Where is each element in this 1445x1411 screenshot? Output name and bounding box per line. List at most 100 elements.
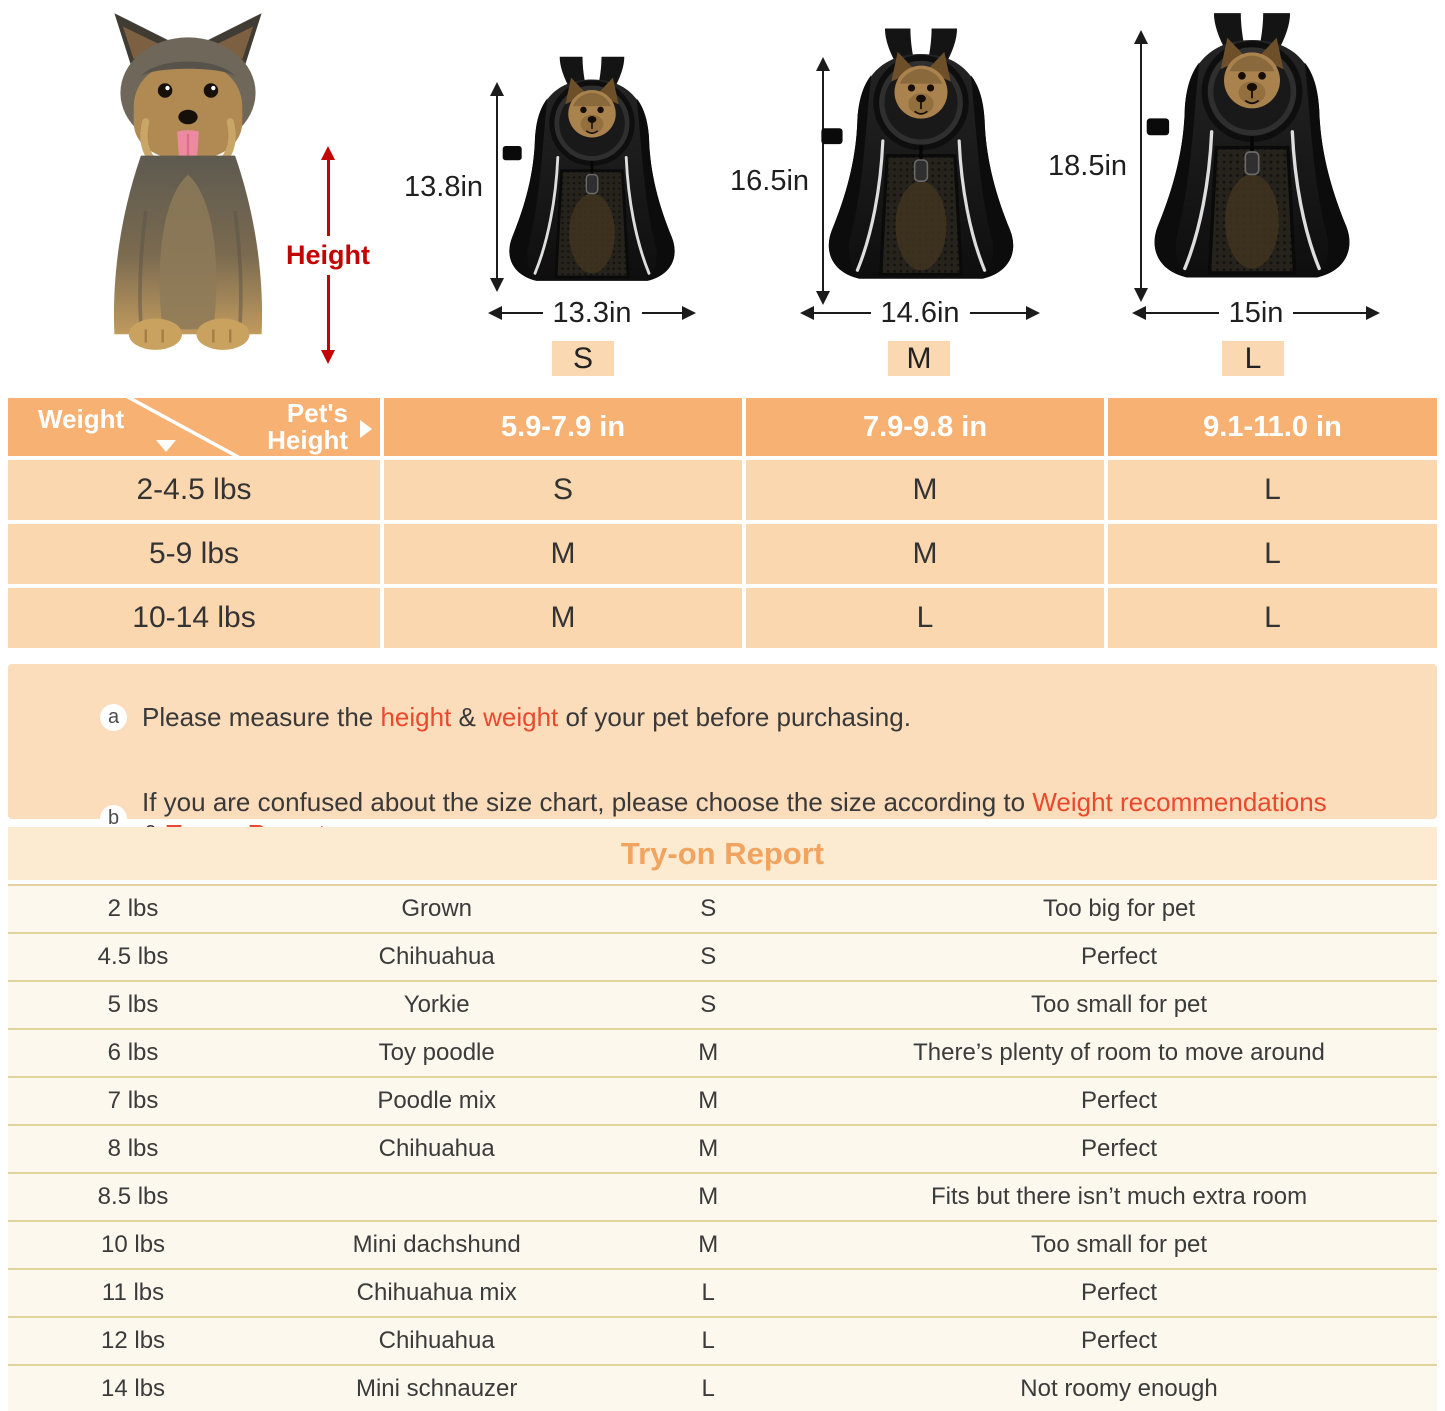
tryon-cell-size: M [698,1039,719,1066]
tryon-row: 11 lbs Chihuahua mix L Perfect [8,1270,1437,1318]
arrow-right-icon [682,306,697,320]
size-cell: L [746,588,1104,648]
size-cell: M [746,460,1104,520]
diagonal-divider [126,398,240,456]
tryon-cell-weight: 14 lbs [101,1375,166,1402]
tryon-cell-size: M [698,1135,719,1162]
tryon-cell-weight: 2 lbs [107,895,159,922]
weight-axis-label: Weight [38,404,125,434]
tryon-report-header: Try-on Report [8,827,1437,880]
size-l-width-value: 15in [1228,296,1284,329]
tryon-cell-comment: Too small for pet [1030,991,1208,1018]
tryon-cell-comment: Too small for pet [1030,1231,1208,1258]
tryon-cell-comment: Perfect [1081,1135,1158,1162]
tryon-cell-weight: 8 lbs [107,1135,159,1162]
size-s-width-dimension: 13.3in [488,295,697,331]
tryon-row: 6 lbs Toy poodle M There’s plenty of roo… [8,1030,1437,1078]
size-s-badge: S [552,341,614,376]
tryon-cell-breed [258,1174,615,1220]
tryon-cell-size: M [698,1183,719,1210]
tryon-cell-weight: 11 lbs [101,1279,165,1306]
note-a: a Please measure the height & weight of … [100,675,1397,760]
pet-height-arrow: Height [283,146,373,364]
tryon-cell-breed: Mini schnauzer [355,1375,518,1402]
size-cell: L [1108,460,1437,520]
size-m-height-dimension: 16.5in [730,57,831,305]
size-s-height-dimension: 13.8in [404,82,505,292]
size-chart-table: Weight Pet's Height 5.9-7.9 in 7.9-9.8 i… [8,398,1437,648]
tryon-cell-weight: 7 lbs [107,1087,159,1114]
tryon-cell-size: S [700,895,717,922]
tryon-cell-size: L [701,1279,715,1306]
vertical-arrow-icon [1134,30,1149,302]
tryon-row: 4.5 lbs Chihuahua S Perfect [8,934,1437,982]
size-cell: S [384,460,742,520]
arrow-right-icon [1026,306,1041,320]
size-chart-corner-cell: Weight Pet's Height [8,398,380,456]
weight-row-label: 10-14 lbs [8,588,380,648]
tryon-cell-comment: Perfect [1081,943,1158,970]
size-cell: M [384,588,742,648]
size-cell: L [1108,524,1437,584]
size-cell: M [384,524,742,584]
arrow-left-icon [488,306,502,320]
backpack-s-image [497,52,687,297]
tryon-cell-breed: Chihuahua [378,1327,495,1354]
tryon-cell-comment: Perfect [1081,1279,1158,1306]
pet-height-axis-label: Pet's Height [267,398,348,456]
height-column-header: 7.9-9.8 in [746,398,1104,456]
tryon-cell-breed: Chihuahua mix [356,1279,517,1306]
height-column-header: 5.9-7.9 in [384,398,742,456]
tryon-cell-size: L [701,1327,715,1354]
size-l-badge: L [1222,341,1284,376]
note-a-badge: a [100,703,127,731]
vertical-arrow-icon [490,82,505,292]
tryon-cell-weight: 6 lbs [107,1039,159,1066]
triangle-down-icon [156,440,176,452]
tryon-cell-comment: Too big for pet [1042,895,1196,922]
arrow-left-icon [800,306,814,320]
size-l-height-dimension: 18.5in [1048,30,1149,302]
tryon-cell-comment: Fits but there isn’t much extra room [930,1183,1308,1210]
tryon-cell-breed: Mini dachshund [352,1231,521,1258]
size-l-height-value: 18.5in [1048,149,1128,182]
size-m-width-dimension: 14.6in [800,295,1041,331]
tryon-row: 5 lbs Yorkie S Too small for pet [8,982,1437,1030]
tryon-row: 7 lbs Poodle mix M Perfect [8,1078,1437,1126]
tryon-cell-comment: Not roomy enough [1020,1375,1218,1402]
tryon-cell-weight: 10 lbs [101,1231,166,1258]
notes-panel: a Please measure the height & weight of … [8,664,1437,934]
tryon-cell-size: S [700,991,717,1018]
tryon-cell-breed: Chihuahua [378,1135,495,1162]
triangle-right-icon [360,420,372,438]
tryon-row: 12 lbs Chihuahua L Perfect [8,1318,1437,1366]
tryon-cell-weight: 12 lbs [101,1327,166,1354]
pet-height-label: Height [286,239,370,270]
tryon-cell-breed: Grown [401,895,473,922]
weight-row-label: 2-4.5 lbs [8,460,380,520]
size-m-width-value: 14.6in [880,296,960,329]
tryon-row: 8.5 lbs M Fits but there isn’t much extr… [8,1174,1437,1222]
arrow-right-icon [1366,306,1381,320]
tryon-cell-breed: Yorkie [403,991,470,1018]
arrow-down-icon [321,350,335,364]
tryon-cell-weight: 4.5 lbs [97,943,169,970]
tryon-row: 10 lbs Mini dachshund M Too small for pe… [8,1222,1437,1270]
tryon-cell-weight: 5 lbs [107,991,159,1018]
figures-section: Height 13.8in 13.3in S 16.5in [0,0,1445,394]
tryon-cell-breed: Toy poodle [378,1039,495,1066]
tryon-cell-size: L [701,1375,715,1402]
tryon-row: 2 lbs Grown S Too big for pet [8,886,1437,934]
size-l-width-dimension: 15in [1132,295,1381,331]
tryon-cell-comment: Perfect [1081,1327,1158,1354]
arrow-left-icon [1132,306,1146,320]
size-s-width-value: 13.3in [552,296,632,329]
tryon-cell-size: M [698,1231,719,1258]
tryon-report-title: Try-on Report [620,835,825,871]
vertical-arrow-icon [816,57,831,305]
tryon-row: 8 lbs Chihuahua M Perfect [8,1126,1437,1174]
backpack-m-image [815,16,1027,304]
weight-row-label: 5-9 lbs [8,524,380,584]
tryon-cell-comment: Perfect [1081,1087,1158,1114]
